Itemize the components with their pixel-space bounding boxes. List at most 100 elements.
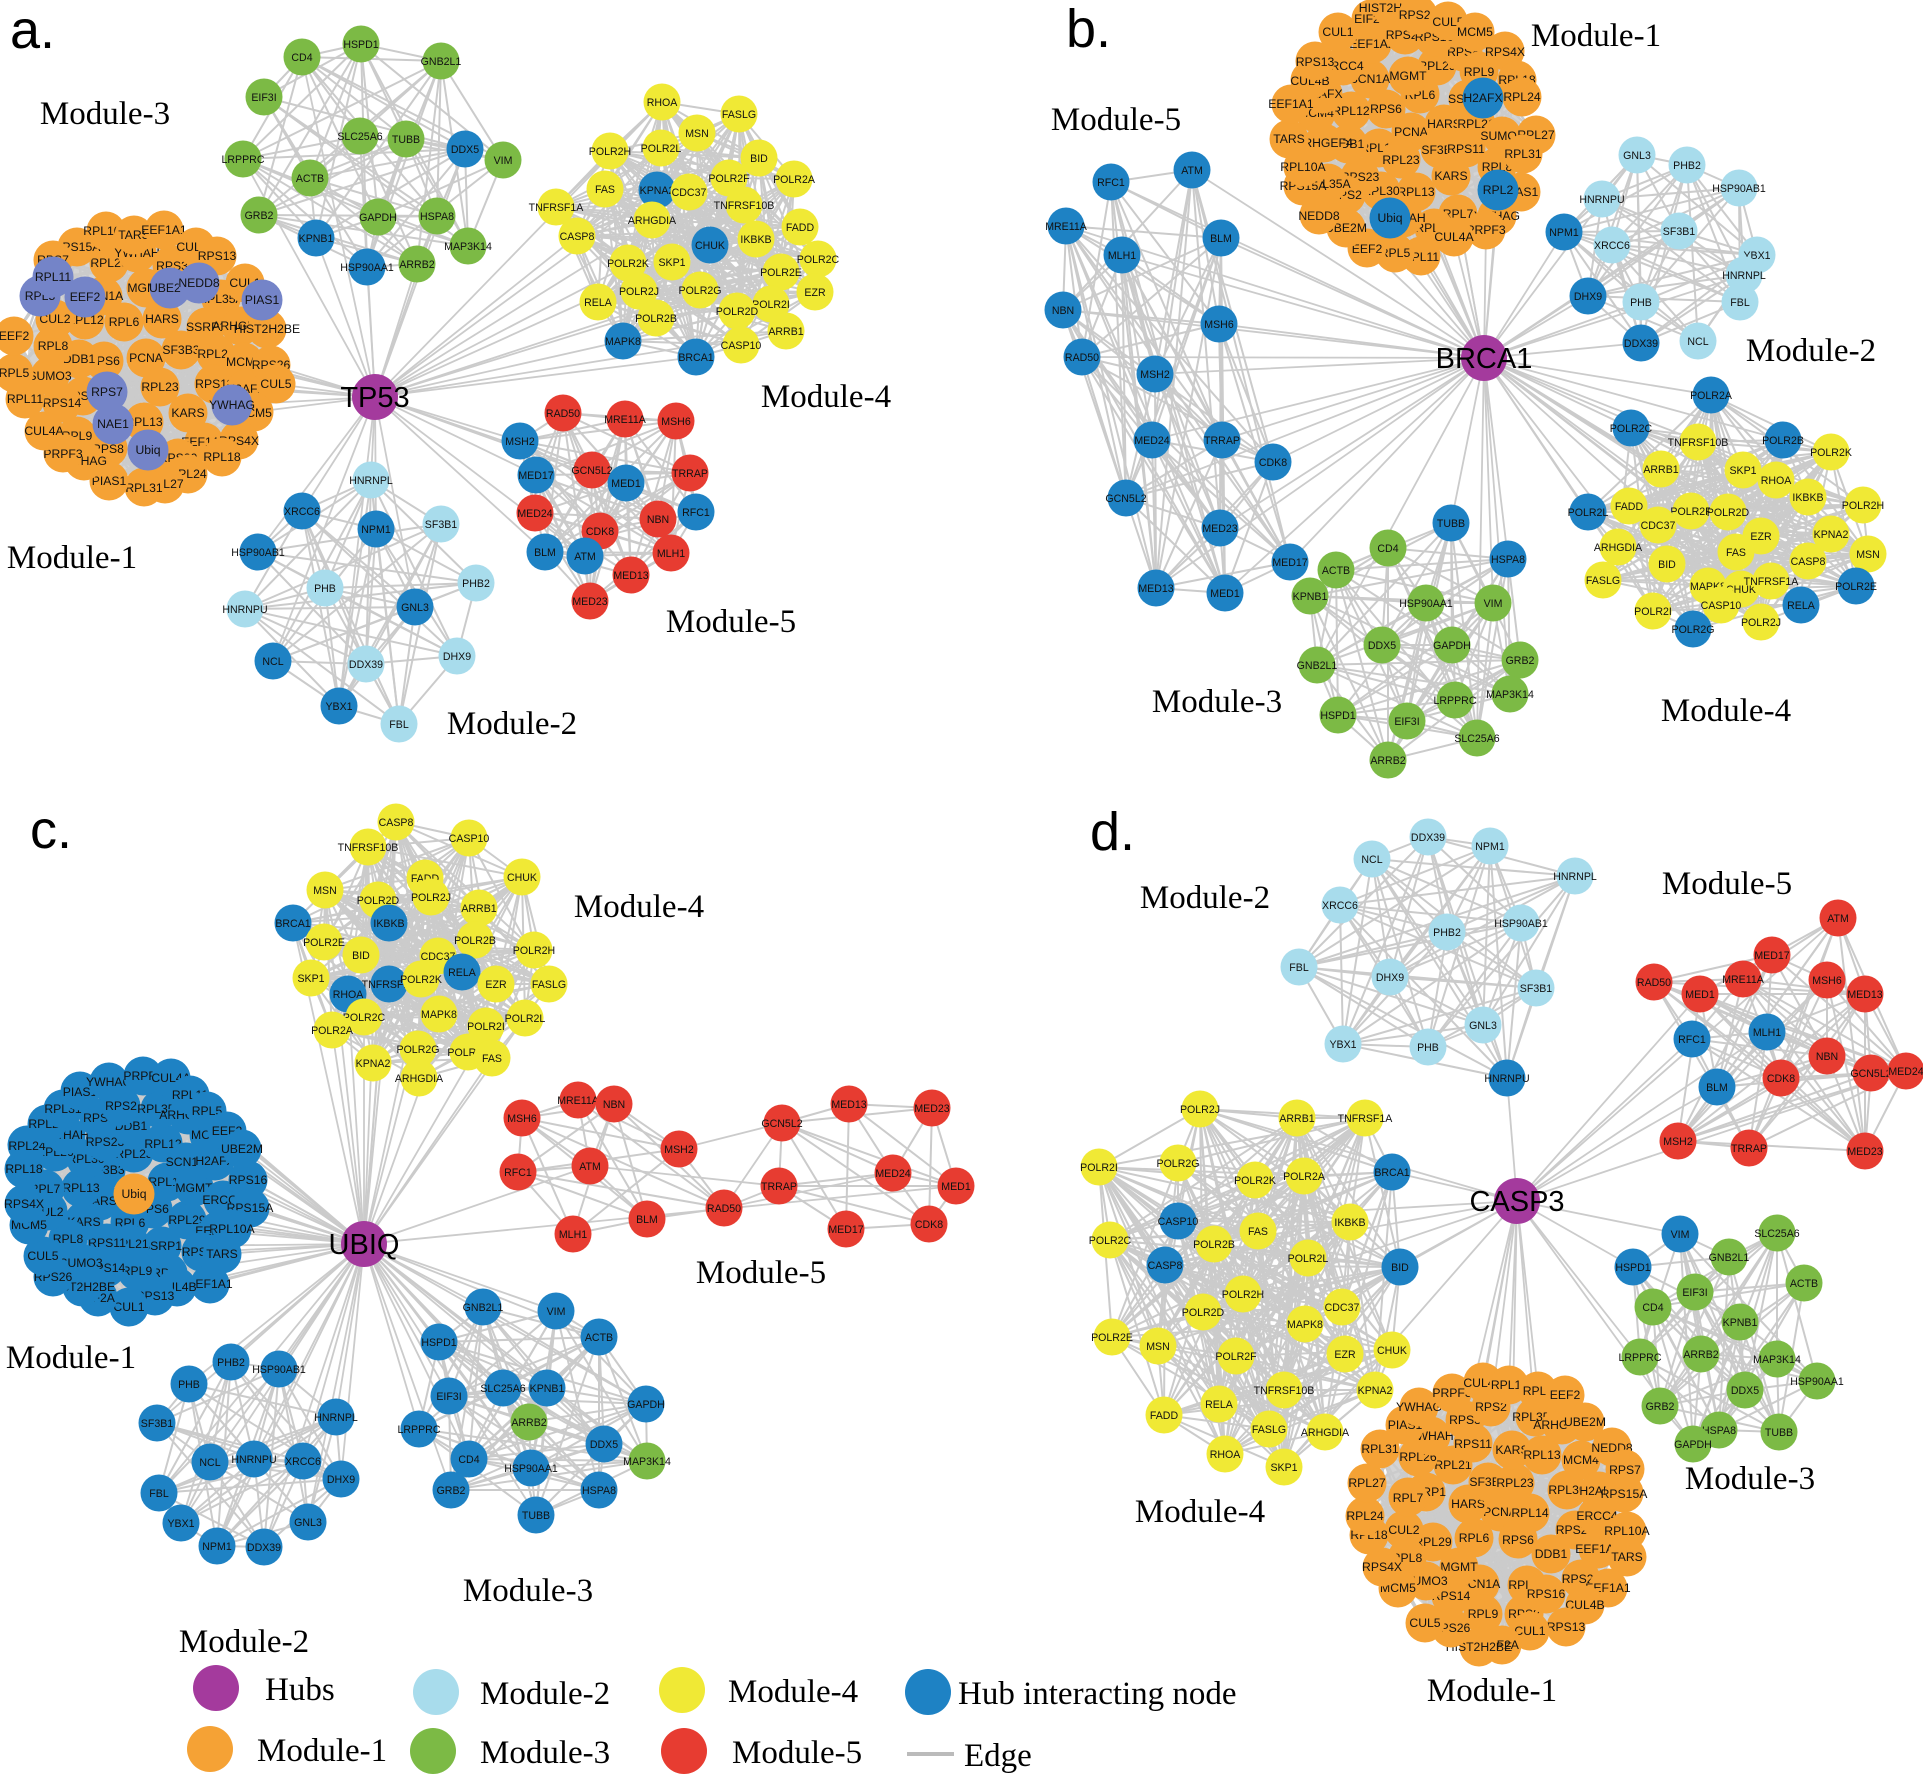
svg-text:SF3B3: SF3B3 (162, 343, 199, 357)
svg-text:NBN: NBN (603, 1099, 625, 1111)
svg-text:CDC37: CDC37 (1641, 520, 1676, 532)
svg-text:KPNB1: KPNB1 (299, 233, 334, 245)
svg-text:CHUK: CHUK (507, 872, 537, 884)
svg-text:RHOA: RHOA (647, 97, 679, 109)
svg-text:PHB2: PHB2 (1673, 160, 1701, 172)
svg-text:KPNB1: KPNB1 (1293, 591, 1328, 603)
svg-text:FBL: FBL (149, 1488, 169, 1500)
svg-text:KARS: KARS (171, 406, 204, 420)
svg-text:ACTB: ACTB (585, 1332, 613, 1344)
svg-text:TNFRSF10B: TNFRSF10B (338, 842, 399, 854)
svg-text:GRB2: GRB2 (1506, 655, 1535, 667)
svg-text:POLR2G: POLR2G (397, 1044, 440, 1056)
svg-text:RPL24: RPL24 (1503, 90, 1540, 104)
svg-text:HSP90AA1: HSP90AA1 (504, 1463, 558, 1475)
svg-text:PIAS1: PIAS1 (245, 293, 280, 307)
svg-text:HSPD1: HSPD1 (1320, 710, 1355, 722)
svg-text:MED24: MED24 (875, 1168, 910, 1180)
svg-text:EEF2: EEF2 (0, 329, 29, 343)
svg-text:KPNB1: KPNB1 (530, 1383, 565, 1395)
svg-text:POLR2C: POLR2C (343, 1012, 386, 1024)
svg-text:GNL3: GNL3 (1623, 150, 1651, 162)
svg-text:FASLG: FASLG (532, 979, 566, 991)
svg-text:POLR2E: POLR2E (1835, 581, 1877, 593)
svg-text:CDK8: CDK8 (915, 1219, 943, 1231)
svg-text:HARS: HARS (1427, 117, 1461, 131)
svg-text:RPL31: RPL31 (1504, 147, 1541, 161)
svg-text:ARRB1: ARRB1 (461, 903, 496, 915)
svg-text:MED23: MED23 (572, 596, 607, 608)
svg-text:FADD: FADD (1615, 501, 1644, 513)
svg-text:POLR2I: POLR2I (1634, 606, 1672, 618)
svg-text:MED23: MED23 (914, 1103, 949, 1115)
svg-text:POLR2B: POLR2B (635, 313, 677, 325)
svg-text:CASP10: CASP10 (721, 340, 762, 352)
svg-text:DDX5: DDX5 (451, 144, 479, 156)
svg-text:VIM: VIM (547, 1306, 566, 1318)
svg-text:RPL23: RPL23 (141, 380, 178, 394)
svg-text:GAPDH: GAPDH (359, 212, 397, 224)
svg-text:YBX1: YBX1 (325, 701, 352, 713)
svg-text:POLR2D: POLR2D (716, 306, 759, 318)
svg-text:MED13: MED13 (1138, 583, 1173, 595)
svg-text:RPL5: RPL5 (0, 366, 29, 380)
svg-text:HNRNPU: HNRNPU (222, 604, 267, 616)
svg-text:MSH6: MSH6 (661, 416, 691, 428)
svg-text:POLR2B: POLR2B (1762, 435, 1804, 447)
svg-text:RPL13: RPL13 (62, 1181, 99, 1195)
svg-text:EIF3I: EIF3I (436, 1391, 461, 1403)
svg-text:POLR2A: POLR2A (1690, 390, 1733, 402)
svg-text:ARRB2: ARRB2 (511, 1417, 546, 1429)
svg-text:MRE11A: MRE11A (1045, 221, 1088, 233)
svg-text:CD4: CD4 (1377, 543, 1398, 555)
svg-text:DDX5: DDX5 (1368, 640, 1396, 652)
svg-text:DDX39: DDX39 (247, 1542, 281, 1554)
svg-text:EEF1A1: EEF1A1 (141, 223, 187, 237)
svg-text:CASP10: CASP10 (449, 833, 490, 845)
svg-text:MAP3K14: MAP3K14 (623, 1456, 671, 1468)
svg-text:RPS11: RPS11 (1447, 142, 1485, 156)
svg-text:BID: BID (352, 950, 370, 962)
svg-text:CASP8: CASP8 (1791, 556, 1826, 568)
svg-text:MGMT: MGMT (1389, 69, 1427, 83)
svg-text:Ubiq: Ubiq (135, 443, 160, 457)
svg-text:RPS7: RPS7 (91, 385, 123, 399)
svg-text:GNL3: GNL3 (401, 602, 429, 614)
svg-text:RPL23: RPL23 (1382, 153, 1419, 167)
svg-text:NBN: NBN (647, 514, 669, 526)
svg-text:POLR2I: POLR2I (467, 1021, 505, 1033)
svg-text:POLR2H: POLR2H (1842, 500, 1884, 512)
svg-text:LRPPRC: LRPPRC (222, 154, 265, 166)
svg-text:NAE1: NAE1 (97, 417, 129, 431)
svg-text:FAS: FAS (482, 1053, 502, 1065)
svg-text:HSPD1: HSPD1 (421, 1337, 456, 1349)
svg-text:DHX9: DHX9 (327, 1474, 355, 1486)
svg-text:POLR2B: POLR2B (454, 935, 496, 947)
svg-text:RPL2: RPL2 (1483, 183, 1514, 197)
svg-text:TARS: TARS (1273, 132, 1305, 146)
svg-text:PCNA: PCNA (1394, 125, 1429, 139)
svg-text:RFC1: RFC1 (682, 507, 710, 519)
svg-text:IKBKB: IKBKB (1792, 492, 1823, 504)
svg-text:POLR2A: POLR2A (311, 1025, 354, 1037)
svg-text:RAD50: RAD50 (1065, 352, 1099, 364)
svg-text:MAPK8: MAPK8 (605, 336, 641, 348)
svg-text:HNRNPL: HNRNPL (1722, 270, 1766, 282)
svg-text:ARHGDIA: ARHGDIA (628, 215, 677, 227)
svg-text:MED1: MED1 (611, 478, 641, 490)
svg-text:ARRB2: ARRB2 (1370, 755, 1405, 767)
svg-text:POLR2L: POLR2L (505, 1013, 546, 1025)
svg-text:POLR2E: POLR2E (303, 937, 345, 949)
svg-text:POLR2C: POLR2C (797, 254, 840, 266)
svg-text:HNRNPL: HNRNPL (349, 475, 393, 487)
svg-text:ARRB1: ARRB1 (768, 326, 803, 338)
svg-text:MED17: MED17 (828, 1224, 863, 1236)
svg-text:MED24: MED24 (517, 508, 552, 520)
svg-text:POLR2H: POLR2H (589, 146, 631, 158)
svg-text:MED1: MED1 (941, 1181, 971, 1193)
svg-text:Ubiq: Ubiq (1377, 211, 1402, 225)
svg-text:BLM: BLM (534, 547, 556, 559)
svg-text:MED17: MED17 (518, 470, 553, 482)
svg-text:RPS11: RPS11 (88, 1236, 126, 1250)
svg-text:FASLG: FASLG (1586, 575, 1620, 587)
